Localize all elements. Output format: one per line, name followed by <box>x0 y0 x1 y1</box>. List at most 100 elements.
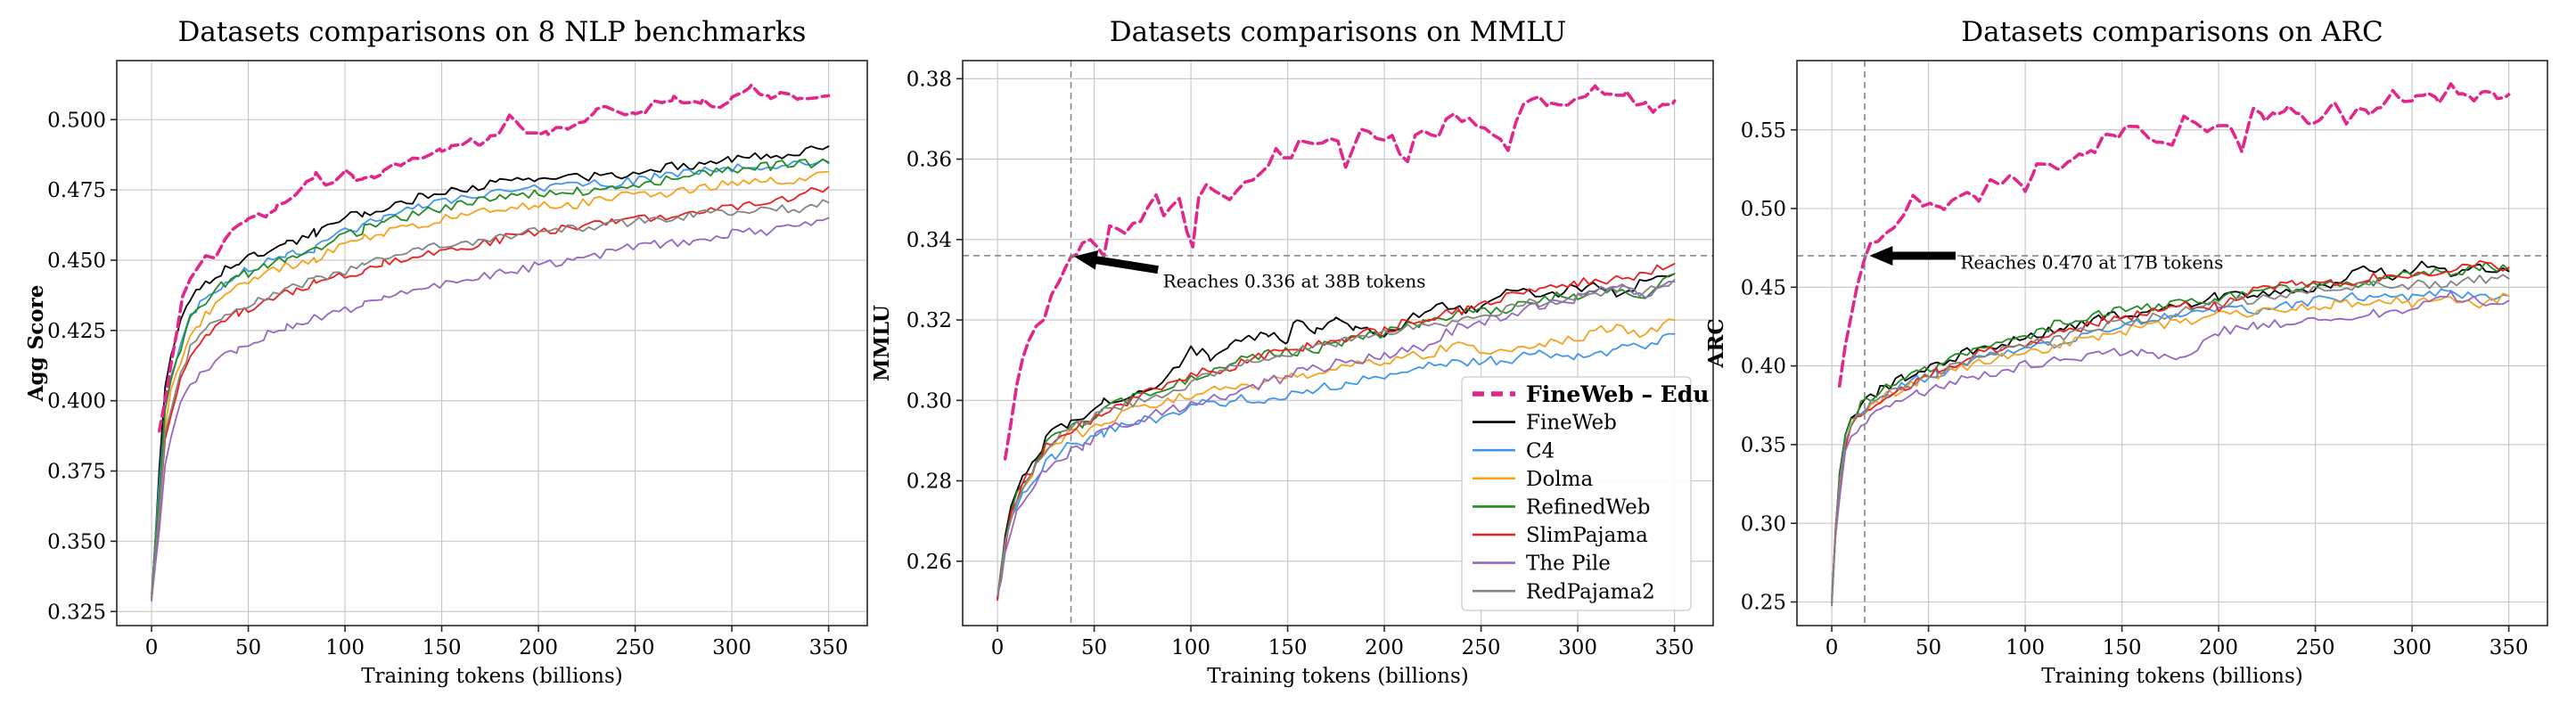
series-line-fineweb-edu <box>157 83 831 433</box>
series-group <box>151 83 831 602</box>
y-tick-label: 0.325 <box>47 601 106 624</box>
annotation-label: Reaches 0.470 at 17B tokens <box>1960 252 2223 274</box>
y-tick-label: 0.40 <box>1741 356 1786 379</box>
x-tick-label: 50 <box>1081 636 1107 659</box>
x-axis-label: Training tokens (billions) <box>361 665 623 688</box>
y-tick-label: 0.35 <box>1741 434 1786 457</box>
axes-frame <box>962 60 1714 626</box>
series-line-dolma <box>151 170 830 595</box>
chart-mmlu: 0 50 100 150 200 250 300 350 0.26 0.28 0.30 0.32 0.3… <box>870 16 1714 688</box>
x-tick-label: 300 <box>2392 636 2432 659</box>
legend-entry-c4: C4 <box>1526 439 1555 463</box>
y-tick-label: 0.25 <box>1741 592 1786 615</box>
x-tick-label: 100 <box>2006 636 2045 659</box>
y-tick-label: 0.50 <box>1741 198 1786 221</box>
series-line-c4 <box>997 332 1676 598</box>
legend-entry-dolma: Dolma <box>1526 468 1593 491</box>
series-line-dolma <box>997 318 1676 602</box>
x-tick-label: 350 <box>2490 636 2529 659</box>
y-tick-label: 0.26 <box>907 551 952 574</box>
chart-agg-score: 0 50 100 150 200 250 300 350 0.325 0.350 0.375 0.40… <box>24 16 868 688</box>
legend-entry-the-pile: The Pile <box>1526 553 1611 576</box>
legend-entry-fineweb-edu: FineWeb – Edu <box>1526 381 1709 407</box>
series-line-the-pile <box>997 281 1676 596</box>
series-line-redpajama2 <box>997 279 1676 597</box>
chart-title: Datasets comparisons on MMLU <box>1110 16 1567 48</box>
annotation-arrow-shaft <box>1088 255 1159 274</box>
x-tick-label: 250 <box>2296 636 2335 659</box>
series-line-redpajama2 <box>1831 274 2510 606</box>
y-tick-label: 0.30 <box>907 389 952 413</box>
series-line-redpajama2 <box>151 199 830 600</box>
y-tick-label: 0.30 <box>1741 512 1786 536</box>
series-line-fineweb-edu <box>1837 82 2511 388</box>
annotation-arrow-head <box>1073 250 1099 270</box>
y-tick-label: 0.34 <box>907 229 952 252</box>
y-tick-label: 0.28 <box>907 471 952 494</box>
series-line-slimpajama <box>151 186 830 595</box>
x-tick-label: 0 <box>1825 636 1839 659</box>
y-tick-label: 0.475 <box>47 179 106 202</box>
x-tick-label: 150 <box>2103 636 2142 659</box>
axes-frame <box>1796 60 2548 626</box>
series-line-dolma <box>1831 292 2510 604</box>
series-line-c4 <box>1831 288 2510 600</box>
chart-title: Datasets comparisons on ARC <box>1961 16 2383 48</box>
axes-frame <box>116 60 868 626</box>
series-line-fineweb <box>997 273 1676 600</box>
x-tick-label: 200 <box>519 636 558 659</box>
x-tick-label: 0 <box>145 636 159 659</box>
series-line-fineweb-edu <box>1003 84 1677 461</box>
legend-entry-slimpajama: SlimPajama <box>1526 524 1648 547</box>
legend-entry-redpajama2: RedPajama2 <box>1526 580 1655 603</box>
y-axis-label: MMLU <box>870 305 894 381</box>
y-tick-label: 0.375 <box>47 461 106 484</box>
y-tick-label: 0.500 <box>47 109 106 132</box>
y-tick-label: 0.45 <box>1741 276 1786 299</box>
y-axis-label: Agg Score <box>24 285 48 403</box>
x-tick-label: 100 <box>1171 636 1210 659</box>
x-tick-label: 0 <box>991 636 1005 659</box>
x-axis-label: Training tokens (billions) <box>1207 665 1469 688</box>
y-tick-label: 0.32 <box>907 309 952 332</box>
x-tick-label: 50 <box>1916 636 1941 659</box>
legend-entry-fineweb: FineWeb <box>1526 412 1617 435</box>
legend-entry-refinedweb: RefinedWeb <box>1526 495 1651 519</box>
series-line-slimpajama <box>1831 259 2510 607</box>
x-tick-label: 150 <box>1268 636 1308 659</box>
annotation-arrow-head <box>1869 245 1893 266</box>
y-tick-label: 0.36 <box>907 149 952 172</box>
x-tick-label: 150 <box>422 636 462 659</box>
y-tick-label: 0.450 <box>47 250 106 273</box>
x-tick-label: 350 <box>1655 636 1694 659</box>
series-line-fineweb <box>1831 260 2510 599</box>
x-tick-label: 200 <box>2199 636 2238 659</box>
x-tick-label: 250 <box>1462 636 1501 659</box>
series-group <box>1831 82 2511 607</box>
series-line-fineweb <box>151 145 830 600</box>
x-tick-label: 50 <box>235 636 261 659</box>
x-tick-label: 200 <box>1365 636 1404 659</box>
y-tick-label: 0.425 <box>47 320 106 343</box>
legend: FineWeb – Edu FineWeb C4 Dolma RefinedWeb Sli… <box>1461 376 1709 611</box>
chart-arc: 0 50 100 150 200 250 300 350 0.25 0.30 0.35 0.40 0.4… <box>1704 16 2548 688</box>
x-tick-label: 100 <box>325 636 365 659</box>
series-line-the-pile <box>151 217 830 602</box>
y-tick-label: 0.400 <box>47 390 106 413</box>
x-tick-label: 300 <box>712 636 751 659</box>
y-tick-label: 0.38 <box>907 68 952 91</box>
y-axis-label: ARC <box>1704 318 1728 368</box>
series-line-the-pile <box>1831 291 2510 606</box>
x-tick-label: 350 <box>809 636 849 659</box>
series-line-refinedweb <box>1831 261 2510 604</box>
x-tick-label: 300 <box>1558 636 1597 659</box>
x-axis-label: Training tokens (billions) <box>2041 665 2303 688</box>
series-line-c4 <box>151 159 830 602</box>
y-tick-label: 0.55 <box>1741 119 1786 143</box>
series-group <box>997 84 1677 602</box>
series-line-slimpajama <box>997 263 1676 602</box>
y-tick-label: 0.350 <box>47 530 106 553</box>
series-line-refinedweb <box>151 158 830 595</box>
